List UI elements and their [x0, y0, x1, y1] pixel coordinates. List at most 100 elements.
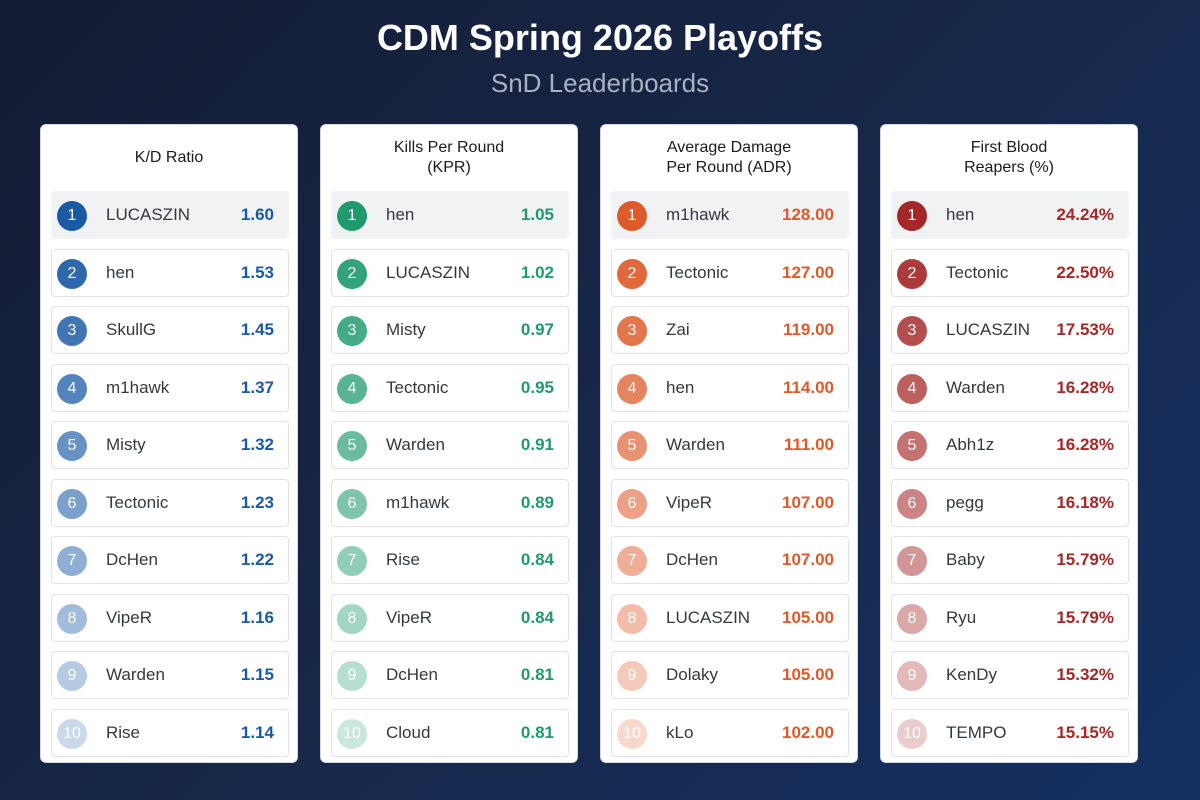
rank-badge: 2	[337, 258, 367, 289]
rank-badge: 6	[617, 488, 647, 519]
leaderboard-row: 7 DcHen 107.00	[611, 536, 849, 584]
stat-value: 1.37	[240, 377, 274, 397]
rank-badge: 3	[57, 316, 87, 346]
player-name: Rise	[386, 550, 421, 569]
stat-value: 15.15%	[1056, 722, 1114, 742]
leaderboard-row: 9 Dolaky 105.00	[611, 651, 849, 699]
stat-value: 1.14	[240, 722, 274, 742]
stat-value: 114.00	[782, 377, 834, 397]
stat-value: 105.00	[782, 607, 834, 627]
rank-badge: 4	[617, 373, 647, 404]
rank-badge: 4	[337, 373, 367, 404]
player-name: hen	[666, 377, 695, 397]
rank-badge: 7	[897, 546, 927, 576]
player-name: Cloud	[386, 722, 431, 742]
player-name: LUCASZIN	[106, 205, 191, 224]
leaderboard-row: 6 m1hawk 0.89	[331, 478, 569, 527]
player-name: DcHen	[386, 665, 438, 684]
leaderboard-row: 7 Rise 0.84	[331, 536, 569, 584]
stat-value: 15.79%	[1056, 607, 1114, 627]
rank-badge: 7	[617, 546, 647, 576]
player-name: Rise	[106, 722, 141, 742]
player-name: Abh1z	[946, 435, 995, 454]
stat-value: 1.32	[240, 435, 274, 454]
stat-value: 102.00	[782, 722, 834, 742]
leaderboard-row: 1 hen 1.05	[331, 191, 569, 239]
leaderboard-card: Average Damage Per Round (ADR) 1 m1hawk 128…	[600, 124, 858, 763]
player-name: VipeR	[106, 607, 152, 627]
leaderboard-card: Kills Per Round (KPR) 1 hen 1.05 2 LUCASZIN 1.…	[320, 124, 578, 763]
player-name: hen	[386, 205, 415, 224]
stat-value: 24.24%	[1056, 205, 1114, 224]
leaderboard-row: 6 Tectonic 1.23	[51, 478, 289, 527]
rank-badge: 1	[897, 201, 927, 231]
leaderboard-row: 3 Zai 119.00	[611, 306, 849, 354]
player-name: LUCASZIN	[386, 262, 471, 282]
stat-value: 1.16	[240, 607, 274, 627]
stat-value: 107.00	[782, 492, 834, 512]
rank-badge: 6	[337, 488, 367, 519]
rank-badge: 1	[617, 201, 647, 231]
player-name: Warden	[386, 435, 445, 454]
stat-value: 1.23	[240, 492, 274, 512]
rank-badge: 8	[617, 603, 647, 634]
leaderboard-row: 2 Tectonic 127.00	[611, 248, 849, 297]
leaderboard-row: 8 VipeR 0.84	[331, 593, 569, 642]
leaderboard-row: 8 Ryu 15.79%	[891, 593, 1129, 642]
leaderboard-row: 4 m1hawk 1.37	[51, 363, 289, 412]
stat-value: 107.00	[782, 550, 834, 569]
player-name: VipeR	[666, 492, 712, 512]
stat-value: 0.89	[520, 492, 554, 512]
rank-badge: 10	[617, 718, 647, 749]
rank-badge: 10	[897, 718, 927, 749]
page-subtitle: SnD Leaderboards	[490, 68, 710, 98]
rank-badge: 8	[57, 603, 87, 634]
rank-badge: 10	[337, 718, 367, 749]
leaderboard-row: 10 TEMPO 15.15%	[891, 708, 1129, 757]
player-name: Tectonic	[946, 262, 1009, 282]
leaderboard-row: 5 Warden 111.00	[611, 421, 849, 469]
leaderboard-row: 4 Warden 16.28%	[891, 363, 1129, 412]
stat-value: 17.53%	[1056, 320, 1114, 339]
stat-value: 16.18%	[1056, 492, 1114, 512]
leaderboard-row: 10 kLo 102.00	[611, 708, 849, 757]
leaderboard-row: 6 pegg 16.18%	[891, 478, 1129, 527]
stat-value: 1.05	[520, 205, 554, 224]
leaderboard-row: 10 Rise 1.14	[51, 708, 289, 757]
leaderboard-title: First Blood Reapers (%)	[964, 139, 1054, 176]
leaderboard-row: 4 Tectonic 0.95	[331, 363, 569, 412]
leaderboard-row: 3 LUCASZIN 17.53%	[891, 306, 1129, 354]
player-name: Misty	[106, 435, 146, 454]
player-name: Warden	[946, 377, 1005, 397]
player-name: m1hawk	[386, 492, 450, 512]
player-name: DcHen	[106, 550, 158, 569]
leaderboard-row: 3 SkullG 1.45	[51, 306, 289, 354]
rank-badge: 4	[57, 373, 87, 404]
player-name: Misty	[386, 320, 426, 339]
leaderboard-row: 5 Abh1z 16.28%	[891, 421, 1129, 469]
player-name: Warden	[666, 435, 725, 454]
leaderboard-title: K/D Ratio	[134, 149, 204, 166]
leaderboard-row: 5 Misty 1.32	[51, 421, 289, 469]
rank-badge: 10	[57, 718, 87, 749]
stat-value: 0.95	[520, 377, 554, 397]
stat-value: 1.60	[240, 205, 274, 224]
player-name: m1hawk	[106, 377, 170, 397]
rank-badge: 2	[617, 258, 647, 289]
rank-badge: 6	[897, 488, 927, 519]
rank-badge: 5	[897, 431, 927, 461]
stat-value: 128.00	[782, 205, 834, 224]
stat-value: 22.50%	[1056, 262, 1114, 282]
leaderboard-row: 9 Warden 1.15	[51, 651, 289, 699]
leaderboard-row: 9 KenDy 15.32%	[891, 651, 1129, 699]
leaderboard-card: First Blood Reapers (%) 1 hen 24.24% 2 Tecton…	[880, 124, 1138, 763]
player-name: Tectonic	[106, 492, 169, 512]
player-name: hen	[106, 262, 135, 282]
stat-value: 105.00	[782, 665, 834, 684]
stat-value: 0.91	[520, 435, 554, 454]
rank-badge: 5	[617, 431, 647, 461]
rank-badge: 8	[897, 603, 927, 634]
leaderboard-row: 9 DcHen 0.81	[331, 651, 569, 699]
rank-badge: 6	[57, 488, 87, 519]
stat-value: 0.84	[520, 607, 554, 627]
